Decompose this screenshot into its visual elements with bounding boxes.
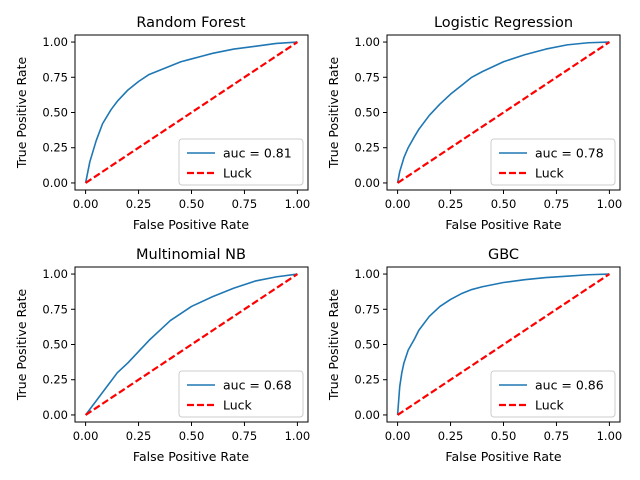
y-tick-label: 1.00 (42, 35, 68, 49)
y-tick-label: 0.75 (42, 302, 68, 316)
x-tick-label: 0.75 (232, 429, 258, 443)
y-tick-label: 0.00 (354, 176, 380, 190)
x-tick-label: 0.00 (385, 197, 411, 211)
x-axis-label: False Positive Rate (133, 217, 249, 232)
y-tick-label: 0.25 (42, 141, 68, 155)
y-tick-label: 0.75 (354, 302, 380, 316)
y-tick-label: 1.00 (354, 35, 380, 49)
x-tick-label: 0.00 (73, 429, 99, 443)
legend: auc = 0.78 Luck (490, 138, 616, 186)
tick-group: 0.00 0.25 0.50 0.75 1.00 0.00 0.25 0.50 0.75 1.00 (42, 267, 310, 443)
chart-title: Logistic Regression (434, 15, 573, 31)
x-axis-label: False Positive Rate (445, 217, 561, 232)
y-tick-label: 0.75 (354, 70, 380, 84)
legend-label: auc = 0.86 (535, 378, 604, 393)
luck-line (84, 273, 299, 416)
chart-title: GBC (488, 247, 519, 263)
y-tick-label: 1.00 (354, 267, 380, 281)
y-axis-label: True Positive Rate (14, 57, 29, 170)
x-tick-label: 1.00 (285, 429, 311, 443)
legend-label: auc = 0.81 (223, 146, 292, 161)
tick-group: 0.00 0.25 0.50 0.75 1.00 0.00 0.25 0.50 0.75 1.00 (354, 35, 622, 211)
luck-line (396, 273, 611, 416)
tick-group: 0.00 0.25 0.50 0.75 1.00 0.00 0.25 0.50 0.75 1.00 (42, 35, 310, 211)
y-tick-label: 0.25 (42, 373, 68, 387)
x-tick-label: 0.75 (544, 197, 570, 211)
x-tick-label: 0.25 (438, 197, 464, 211)
x-tick-label: 1.00 (285, 197, 311, 211)
subplot-gbc: GBC 0.00 0.25 0.50 0.75 1.00 0.00 0.25 0.50 0.75… (326, 247, 622, 464)
y-tick-label: 0.00 (42, 408, 68, 422)
legend-label: Luck (223, 398, 253, 413)
legend-label: auc = 0.68 (223, 378, 292, 393)
roc-curve (396, 273, 610, 416)
x-tick-label: 0.50 (491, 429, 517, 443)
plot-area (84, 41, 299, 184)
roc-curve (396, 41, 610, 184)
luck-line (84, 41, 299, 184)
x-tick-label: 0.00 (73, 197, 99, 211)
y-tick-label: 0.25 (354, 373, 380, 387)
y-axis-label: True Positive Rate (326, 289, 341, 402)
x-tick-label: 0.50 (179, 197, 205, 211)
legend-label: Luck (535, 398, 565, 413)
y-tick-label: 0.75 (42, 70, 68, 84)
x-tick-label: 1.00 (597, 197, 623, 211)
x-tick-label: 0.50 (491, 197, 517, 211)
legend-label: Luck (223, 166, 253, 181)
legend-label: Luck (535, 166, 565, 181)
chart-title: Random Forest (136, 15, 245, 31)
y-axis-label: True Positive Rate (14, 289, 29, 402)
y-tick-label: 0.50 (42, 106, 68, 120)
y-tick-label: 0.25 (354, 141, 380, 155)
luck-line (396, 41, 611, 184)
x-tick-label: 0.25 (438, 429, 464, 443)
roc-curve (84, 41, 298, 184)
x-tick-label: 0.75 (544, 429, 570, 443)
legend-label: auc = 0.78 (535, 146, 604, 161)
legend: auc = 0.68 Luck (178, 370, 304, 418)
subplot-random-forest: Random Forest 0.00 0.25 0.50 0.75 1.000.000.… (14, 15, 310, 232)
plot-area (84, 273, 299, 416)
x-tick-label: 0.25 (126, 197, 152, 211)
x-tick-label: 1.00 (597, 429, 623, 443)
subplot-logistic-regression: Logistic Regression 0.00 0.25 0.50 0.75 1.00… (326, 15, 622, 232)
x-tick-label: 0.00 (385, 429, 411, 443)
y-axis-label: True Positive Rate (326, 57, 341, 170)
y-tick-label: 0.50 (42, 338, 68, 352)
x-tick-label: 0.50 (179, 429, 205, 443)
plot-area (396, 273, 611, 416)
x-axis-label: False Positive Rate (133, 449, 249, 464)
chart-title: Multinomial NB (136, 247, 246, 263)
legend: auc = 0.86 Luck (490, 370, 616, 418)
y-tick-label: 0.00 (42, 176, 68, 190)
y-tick-label: 0.50 (354, 106, 380, 120)
subplot-multinomial-nb: Multinomial NB 0.00 0.25 0.50 0.75 1.000.000… (14, 247, 310, 464)
y-tick-label: 1.00 (42, 267, 68, 281)
x-tick-label: 0.25 (126, 429, 152, 443)
plot-area (396, 41, 611, 184)
legend: auc = 0.81 Luck (178, 138, 304, 186)
y-tick-label: 0.00 (354, 408, 380, 422)
x-axis-label: False Positive Rate (445, 449, 561, 464)
roc-curve (84, 273, 298, 416)
y-tick-label: 0.50 (354, 338, 380, 352)
x-tick-label: 0.75 (232, 197, 258, 211)
tick-group: 0.00 0.25 0.50 0.75 1.00 0.00 0.25 0.50 0.75 1.00 (354, 267, 622, 443)
